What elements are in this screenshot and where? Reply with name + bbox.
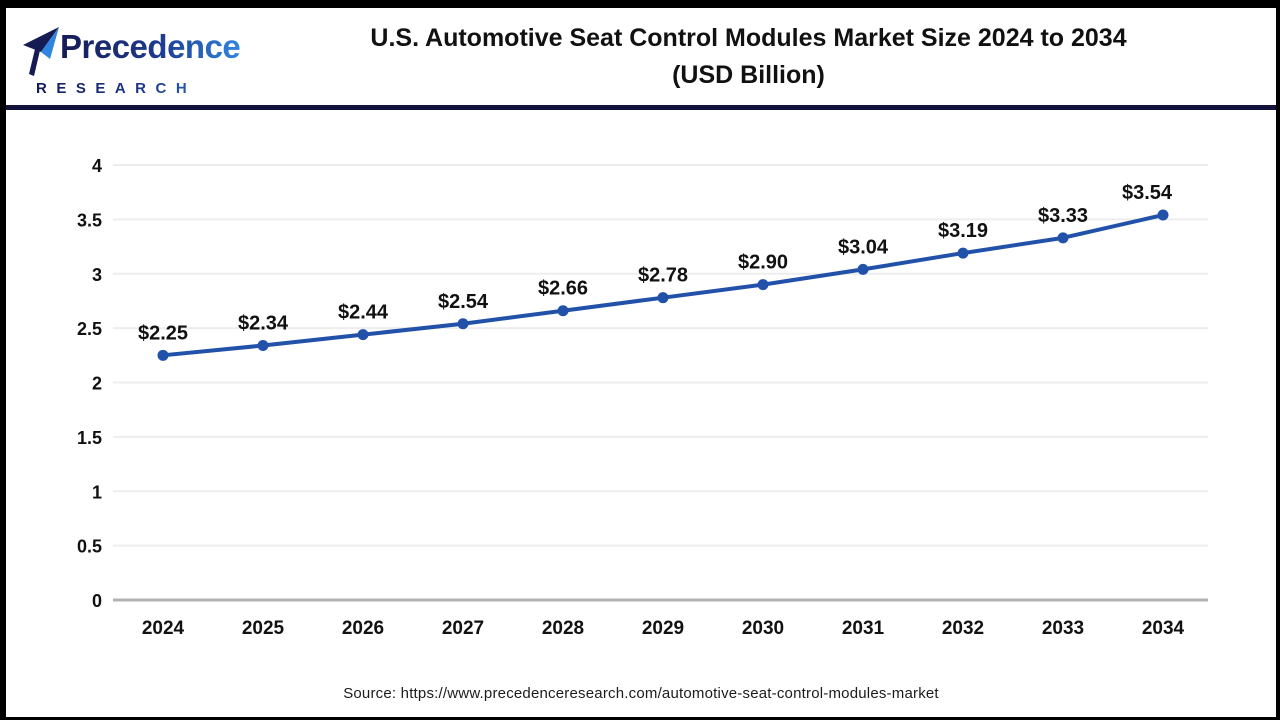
data-point-label: $3.33: [1038, 205, 1088, 227]
data-point: [357, 329, 369, 341]
x-tick-label: 2033: [1042, 618, 1084, 639]
data-point: [757, 279, 769, 291]
y-tick-label: 0.5: [77, 537, 102, 557]
x-tick-label: 2026: [342, 618, 384, 639]
data-point: [457, 318, 469, 330]
x-tick-label: 2030: [742, 618, 784, 639]
data-point-label: $3.19: [938, 220, 988, 242]
chart-title: U.S. Automotive Seat Control Modules Mar…: [221, 8, 1276, 105]
header-divider: [6, 105, 1276, 110]
data-point: [857, 263, 869, 275]
x-tick-label: 2034: [1142, 618, 1185, 639]
logo-subtitle-text: RESEARCH: [36, 81, 232, 96]
source-row: Source: https://www.precedenceresearch.c…: [6, 670, 1276, 717]
x-tick-label: 2024: [142, 618, 185, 639]
x-tick-label: 2028: [542, 618, 584, 639]
chart-area: 0 0.5 1 1.5 2 2.5 3 3.5 4 2024 2025 2026 2027 2028 202…: [6, 110, 1276, 670]
y-tick-label: 3: [92, 265, 102, 285]
logo-name-text: Precedence: [60, 28, 241, 65]
x-tick-label: 2031: [842, 618, 885, 639]
x-tick-label: 2027: [442, 618, 484, 639]
y-tick-label: 2.5: [77, 319, 102, 339]
y-tick-label: 3.5: [77, 210, 102, 230]
y-tick-label: 1: [92, 482, 102, 502]
data-point: [557, 305, 569, 317]
data-point: [1157, 209, 1169, 221]
y-tick-label: 4: [92, 156, 102, 176]
data-point-label: $3.54: [1122, 182, 1173, 204]
header: Precedence RESEARCH U.S. Automotive Seat…: [6, 8, 1276, 105]
data-point-label: $2.25: [138, 322, 188, 344]
chart-title-line-1: U.S. Automotive Seat Control Modules Mar…: [370, 24, 1127, 53]
source-text: Source: https://www.precedenceresearch.c…: [343, 685, 939, 702]
chart-title-line-2: (USD Billion): [672, 60, 825, 89]
x-tick-label: 2032: [942, 618, 984, 639]
data-point-label: $2.34: [238, 313, 289, 335]
y-tick-label: 0: [92, 591, 102, 611]
data-point: [657, 292, 669, 304]
data-point-label: $3.04: [838, 236, 889, 258]
data-point-label: $2.66: [538, 278, 588, 300]
data-point-label: $2.78: [638, 265, 688, 287]
precedence-logo: Precedence RESEARCH: [22, 24, 241, 96]
data-point-label: $2.90: [738, 252, 788, 274]
paper-plane-icon: [23, 27, 59, 76]
data-point: [957, 247, 969, 259]
line-chart: 0 0.5 1 1.5 2 2.5 3 3.5 4 2024 2025 2026 2027 2028 202…: [77, 156, 1208, 639]
x-tick-label: 2025: [242, 618, 285, 639]
data-point-label: $2.44: [338, 302, 389, 324]
data-point-label: $2.54: [438, 291, 489, 313]
data-point: [257, 340, 269, 352]
y-tick-label: 1.5: [77, 428, 102, 448]
data-point: [1057, 232, 1069, 244]
y-tick-label: 2: [92, 374, 102, 394]
data-point: [157, 349, 169, 361]
x-tick-label: 2029: [642, 618, 684, 639]
